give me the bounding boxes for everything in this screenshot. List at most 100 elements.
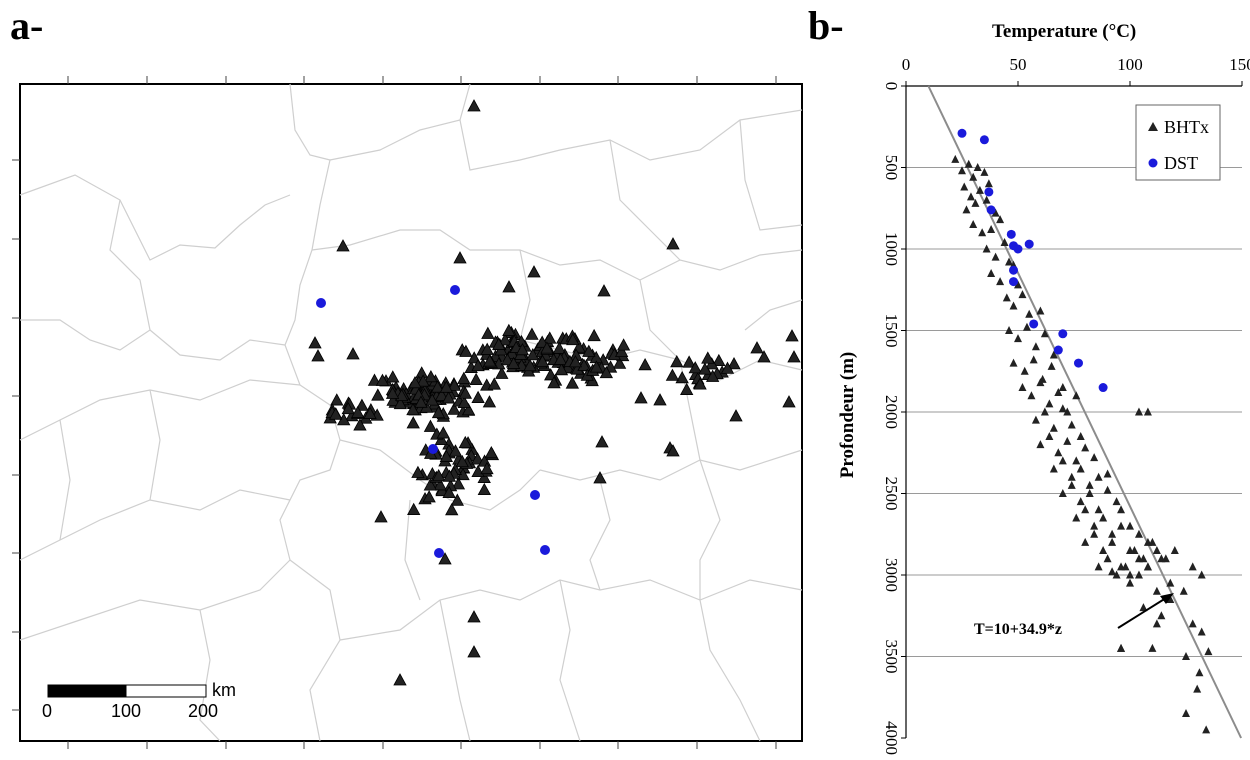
bht-point [1009,301,1018,310]
bht-point [1014,334,1022,343]
bht-well-marker [469,372,483,385]
bht-well-marker [480,342,494,355]
bht-point [1054,448,1063,457]
bht-point [1152,619,1161,628]
bht-point [1002,293,1011,302]
bht-point [1152,546,1161,555]
bht-point [996,215,1005,224]
bht-well-marker [599,365,614,379]
bht-well-marker [515,342,530,356]
bht-point [1045,431,1054,440]
bht-point [987,268,996,277]
bht-well-marker [568,355,583,368]
y-tick-label: 1500 [882,314,901,348]
bht-well-marker [506,356,521,369]
x-tick-label: 150 [1229,55,1250,74]
bht-point [1045,399,1054,408]
bht-point [1014,280,1022,289]
bht-well-marker [363,406,377,419]
bht-point [1179,586,1188,595]
bht-point [1094,505,1103,514]
y-tick-label: 2500 [882,477,901,511]
dst-well-marker [540,545,550,555]
bht-point [1063,436,1072,445]
bht-well-marker [712,353,726,367]
bht-point [1117,521,1126,530]
bht-well-marker [434,388,449,401]
bht-well-marker [458,386,473,399]
bht-well-marker [527,265,541,278]
bht-well-marker [666,237,680,250]
bht-point [991,252,1000,261]
dst-point [1029,319,1039,329]
bht-point [978,228,987,237]
region-border [284,83,331,386]
bht-well-marker [447,402,461,415]
bht-point [1085,480,1094,489]
bht-well-marker [553,352,568,365]
bht-well-marker [330,393,344,406]
legend-dst-marker [1148,158,1158,168]
bht-point [1157,611,1166,620]
y-tick-label: 4000 [882,721,901,755]
bht-point [1049,423,1058,432]
bht-point [1094,562,1103,571]
bht-well-marker [442,469,457,482]
map-frame-ticks [12,76,777,749]
bht-point [1047,361,1056,370]
bht-well-marker [787,350,801,363]
bht-well-marker [785,329,799,342]
region-border [20,199,151,351]
bht-point [1072,391,1081,400]
bht-well-marker [346,347,360,360]
bht-well-marker [492,337,506,350]
bht-point [1188,619,1197,628]
region-border [609,139,681,261]
bht-point [1204,647,1213,656]
bht-point [1130,546,1139,555]
bht-well-marker [336,239,350,252]
bht-point [1036,440,1045,449]
bht-well-marker [480,461,494,475]
bht-well-marker [471,358,485,372]
bht-well-marker [431,405,446,419]
bht-well-marker [408,375,422,389]
bht-point [984,179,993,188]
dst-point [1024,239,1034,249]
legend-box [1135,104,1221,181]
bht-well-marker [616,338,631,351]
bht-point [1134,529,1143,538]
bht-point [1081,537,1090,546]
bht-well-marker [328,407,343,420]
region-border [699,599,761,742]
bht-point [1094,472,1103,481]
legend-bht-marker [1148,122,1158,131]
bht-well-marker [367,373,382,386]
bht-point [1166,578,1175,587]
bht-well-marker [698,362,712,375]
bht-well-marker [595,435,609,448]
bht-point [1126,570,1134,579]
map-panel: km 0 100 200 [12,76,803,749]
bht-point [951,154,960,163]
dst-well-marker [530,490,540,500]
region-border [339,439,421,481]
region-borders [19,83,803,742]
bht-point [975,185,984,194]
bht-well-marker [467,645,481,658]
bht-point [1117,505,1126,514]
bht-point [1036,378,1045,387]
bht-well-marker [502,323,516,336]
bht-well-marker [670,354,684,368]
bht-well-marker [552,341,566,354]
bht-point [1126,521,1134,530]
y-tick-label: 1000 [882,232,901,266]
scale-tick-100: 100 [111,701,141,721]
region-border [439,599,471,742]
bht-point [1134,554,1143,563]
dst-point [1009,277,1019,287]
equation-annotation: T=10+34.9*z [974,593,1174,638]
bht-well-marker [693,377,707,390]
bht-well-marker [374,510,388,523]
scale-bar: km 0 100 200 [42,680,236,721]
